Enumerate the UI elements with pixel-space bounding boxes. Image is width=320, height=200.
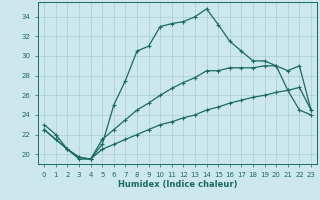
X-axis label: Humidex (Indice chaleur): Humidex (Indice chaleur) bbox=[118, 180, 237, 189]
